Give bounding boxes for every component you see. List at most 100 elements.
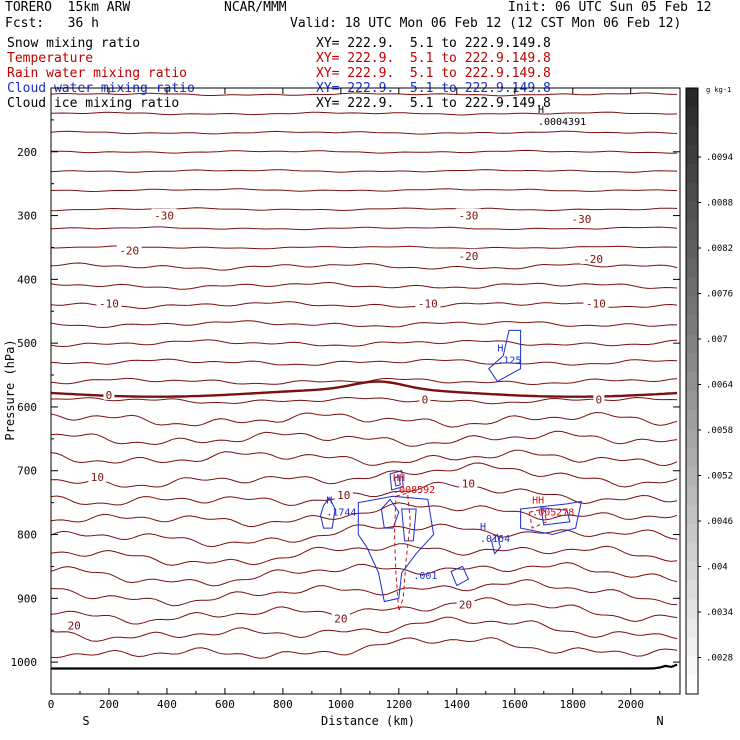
x-axis-title: Distance (km) — [321, 714, 415, 728]
cloud-water-contour — [450, 565, 470, 587]
isotherm-label: 0 — [422, 393, 429, 406]
x-tick-label: 1200 — [386, 698, 413, 711]
extremum-marker: HH — [532, 495, 544, 506]
isotherm-line — [50, 301, 678, 310]
field-name-rain: Rain water mixing ratio — [7, 66, 188, 81]
rain-water-contour — [528, 508, 548, 529]
field-xy-snow: XY= 222.9. 5.1 to 222.9.149.8 — [316, 36, 551, 51]
isotherm-line — [50, 502, 678, 528]
isotherm-label-bg — [455, 208, 481, 221]
valid-time: Valid: 18 UTC Mon 06 Feb 12 (12 CST Mon … — [290, 16, 682, 31]
isotherm-line — [50, 597, 678, 625]
extremum-value: .125 — [497, 356, 521, 367]
y-tick-label: 200 — [17, 146, 37, 159]
extremum-value: .008592 — [393, 485, 435, 496]
colorbar-step — [686, 618, 698, 638]
y-tick-label: 800 — [17, 529, 37, 542]
isotherm-line — [50, 111, 678, 116]
colorbar-step — [686, 428, 698, 449]
isotherm-line — [50, 92, 678, 97]
isotherm-label: 0 — [106, 389, 113, 402]
colorbar-step — [686, 466, 698, 487]
y-tick-label: 1000 — [11, 656, 38, 669]
isotherm-label: -10 — [99, 298, 119, 311]
isotherm-label-bg — [455, 248, 481, 261]
cloud-water-contour — [401, 508, 417, 542]
y-tick-label: 700 — [17, 465, 37, 478]
isotherm-label: 10 — [91, 471, 104, 484]
plot-frame — [50, 87, 681, 695]
x-tick-label: 400 — [157, 698, 177, 711]
isotherm-label-bg — [593, 392, 605, 405]
isotherm-line — [50, 207, 678, 212]
isotherm-line — [50, 396, 678, 405]
cloud-water-contour — [491, 533, 501, 555]
colorbar-step — [686, 315, 698, 335]
x-tick-label: 1800 — [560, 698, 587, 711]
colorbar-step — [686, 334, 698, 354]
freezing-level-line — [50, 380, 678, 398]
isotherm-label: 20 — [334, 613, 347, 626]
colorbar-step — [686, 220, 698, 240]
extremum-marker: H — [538, 105, 544, 116]
cloud-water-contour — [380, 498, 400, 529]
x-tick-label: 600 — [215, 698, 235, 711]
isotherm-label-bg — [116, 243, 142, 256]
x-tick-label: 2000 — [617, 698, 644, 711]
x-end-right-label: N — [656, 714, 663, 728]
colorbar-step — [686, 144, 698, 165]
init-time: Init: 06 UTC Sun 05 Feb 12 — [508, 0, 712, 15]
colorbar-step — [686, 182, 698, 203]
colorbar-step — [686, 163, 698, 184]
isotherm-label-bg — [331, 611, 350, 624]
field-name-cloud-ice: Cloud ice mixing ratio — [7, 96, 180, 111]
isotherm-line — [50, 320, 678, 329]
isotherm-label: -30 — [458, 210, 478, 223]
colorbar-step — [686, 637, 698, 657]
colorbar-step — [686, 656, 698, 676]
colorbar-frame — [685, 87, 699, 695]
isotherm-line — [50, 358, 678, 366]
isotherm-label: -20 — [583, 253, 603, 266]
x-tick-label: 0 — [48, 698, 55, 711]
colorbar-unit: g kg-1 — [706, 86, 731, 94]
surface-terrain-line — [51, 663, 678, 670]
isotherm-label: -30 — [154, 210, 174, 223]
isotherm-label: 20 — [459, 599, 472, 612]
colorbar-label: .0082 — [706, 244, 733, 254]
isotherm-line — [50, 562, 678, 587]
isotherm-label-bg — [88, 470, 107, 483]
isotherm-label-bg — [103, 387, 115, 400]
isotherm-line — [50, 430, 678, 447]
x-tick-label: 1600 — [502, 698, 529, 711]
extremum-value: .1744 — [326, 507, 356, 518]
y-tick-label: 300 — [17, 210, 37, 223]
isotherm-label: 20 — [68, 620, 81, 633]
isotherm-line — [50, 339, 678, 348]
colorbar-step — [686, 523, 698, 543]
colorbar-label: .0052 — [706, 472, 733, 482]
isotherm-line — [50, 169, 678, 173]
colorbar-step — [686, 447, 698, 468]
colorbar-step — [686, 580, 698, 600]
colorbar-label: .0064 — [706, 381, 733, 391]
forecast-hour: Fcst: 36 h — [5, 16, 99, 31]
isotherm-line — [50, 543, 678, 566]
cloud-water-contour — [520, 500, 583, 536]
y-tick-label: 600 — [17, 401, 37, 414]
cloud-water-contour — [389, 470, 404, 491]
colorbar-step — [686, 125, 698, 146]
colorbar-label: .0076 — [706, 290, 733, 300]
isotherm-label-bg — [580, 251, 606, 264]
colorbar-step — [686, 353, 698, 373]
cloud-water-contour — [488, 329, 522, 383]
colorbar-label: .0028 — [706, 654, 733, 664]
isotherm-label: 0 — [596, 393, 603, 406]
extremum-value: .0164 — [480, 534, 510, 545]
isotherm-line — [51, 188, 678, 193]
field-xy-cloud-ice: XY= 222.9. 5.1 to 222.9.149.8 — [316, 96, 551, 111]
colorbar-label: .0088 — [706, 199, 733, 209]
extremum-marker: HH — [393, 473, 405, 484]
isotherm-line — [50, 579, 678, 607]
